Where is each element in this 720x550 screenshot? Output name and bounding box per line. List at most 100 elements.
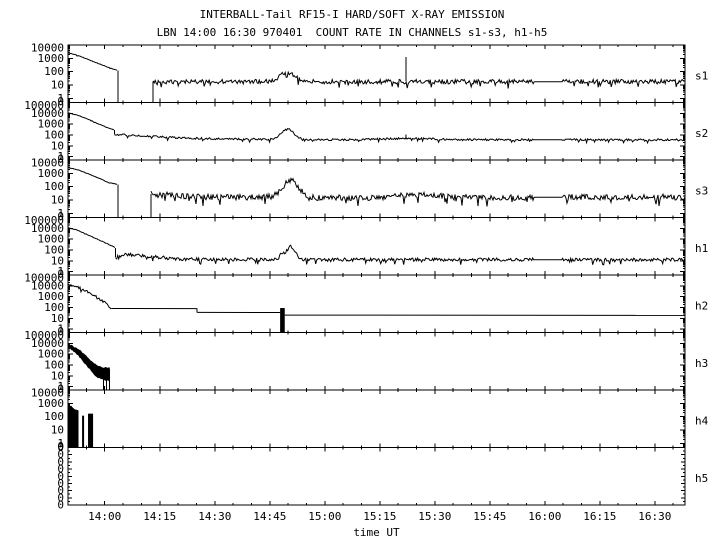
y-tick-label: 1000 [38, 290, 65, 303]
y-tick-label: 100 [44, 65, 64, 78]
data-curve [67, 167, 118, 185]
x-tick-label: 15:45 [473, 510, 506, 523]
y-tick-label: 1 [57, 323, 64, 336]
y-tick-label: 0 [57, 499, 64, 512]
data-curve [67, 112, 115, 131]
y-tick-label: 1 [57, 92, 64, 105]
y-tick-label: 10000 [31, 222, 64, 235]
y-tick-label: 10 [51, 312, 64, 325]
y-tick-label: 100000 [24, 99, 64, 112]
channel-label-h1: h1 [695, 242, 708, 255]
data-curve [150, 177, 686, 207]
y-tick-label: 1000 [38, 52, 65, 65]
x-tick-label: 14:15 [143, 510, 176, 523]
y-tick-label: 0 [57, 477, 64, 490]
y-tick-label: 10 [51, 369, 64, 382]
y-tick-label: 1000 [38, 233, 65, 246]
data-curve [115, 244, 686, 266]
data-band [67, 343, 110, 382]
channel-label-h5: h5 [695, 472, 708, 485]
x-tick-label: 16:30 [638, 510, 671, 523]
y-tick-label: 10 [51, 254, 64, 267]
y-axis-zero-label: 0 [57, 268, 64, 281]
data-curve [68, 52, 118, 71]
channel-label-h4: h4 [695, 414, 709, 427]
y-tick-label: 100000 [24, 214, 64, 227]
panel-border-h3 [67, 332, 686, 391]
y-tick-label: 100 [44, 180, 64, 193]
chart-subtitle: LBN 14:00 16:30 970401 COUNT RATE IN CHA… [156, 26, 548, 39]
x-tick-label: 14:30 [198, 510, 231, 523]
y-tick-label: 1 [57, 437, 64, 450]
y-tick-label: 0 [57, 463, 64, 476]
chart-title: INTERBALL-Tail RF15-I HARD/SOFT X-RAY EM… [199, 8, 505, 21]
y-tick-label: 10000 [31, 107, 64, 120]
x-tick-label: 16:15 [583, 510, 616, 523]
y-tick-label: 10 [51, 424, 64, 437]
x-axis-label: time UT [353, 526, 400, 539]
y-tick-label: 10 [51, 194, 64, 207]
y-tick-label: 100 [44, 359, 64, 372]
panel-border-h5 [67, 447, 686, 506]
channel-label-s2: s2 [695, 127, 708, 140]
data-band [67, 404, 79, 449]
y-tick-label: 10000 [31, 279, 64, 292]
panel-border-h1 [67, 217, 686, 276]
x-tick-label: 15:15 [363, 510, 396, 523]
data-curve [152, 70, 685, 89]
y-axis-zero-label: 0 [57, 210, 64, 223]
y-tick-label: 0 [57, 441, 64, 454]
panel-border-s1 [67, 44, 686, 103]
channel-label-h3: h3 [695, 357, 708, 370]
y-axis-zero-label: 0 [57, 440, 64, 453]
y-tick-label: 10000 [31, 42, 64, 55]
x-tick-label: 15:00 [308, 510, 341, 523]
x-tick-label: 14:00 [88, 510, 121, 523]
panel-border-s2 [67, 102, 686, 161]
y-axis-zero-label: 0 [57, 95, 64, 108]
y-tick-label: 1 [57, 150, 64, 163]
y-tick-label: 10000 [31, 337, 64, 350]
y-axis-zero-label: 0 [57, 153, 64, 166]
channel-label-s1: s1 [695, 69, 708, 82]
y-tick-label: 0 [57, 484, 64, 497]
y-tick-label: 1000 [38, 348, 65, 361]
y-axis-zero-label: 0 [57, 325, 64, 338]
y-tick-label: 0 [57, 455, 64, 468]
data-bar [82, 415, 85, 448]
y-tick-label: 1000 [38, 167, 65, 180]
y-tick-label: 0 [57, 470, 64, 483]
data-curve [114, 127, 685, 145]
panel-border-s3 [67, 159, 686, 218]
y-tick-label: 100 [44, 129, 64, 142]
data-curve [67, 227, 116, 248]
y-tick-label: 1 [57, 380, 64, 393]
y-tick-label: 100 [44, 244, 64, 257]
y-tick-label: 100 [44, 410, 64, 423]
y-tick-label: 100000 [24, 272, 64, 285]
x-tick-label: 14:45 [253, 510, 286, 523]
channel-label-s3: s3 [695, 184, 708, 197]
y-tick-label: 100 [44, 301, 64, 314]
y-tick-label: 0 [57, 491, 64, 504]
x-tick-label: 16:00 [528, 510, 561, 523]
y-tick-label: 10000 [31, 387, 64, 400]
y-tick-label: 10 [51, 139, 64, 152]
y-tick-label: 1 [57, 207, 64, 220]
y-tick-label: 10000 [31, 157, 64, 170]
data-bar [280, 308, 285, 333]
panel-border-h4 [67, 389, 686, 448]
channel-label-h2: h2 [695, 299, 708, 312]
y-tick-label: 0 [57, 448, 64, 461]
data-bar [88, 413, 94, 448]
data-curve [67, 283, 112, 310]
x-tick-label: 15:30 [418, 510, 451, 523]
panel-border-h2 [67, 274, 686, 333]
y-axis-zero-label: 0 [57, 383, 64, 396]
y-tick-label: 100000 [24, 329, 64, 342]
y-tick-label: 1000 [38, 118, 65, 131]
y-tick-label: 1 [57, 265, 64, 278]
y-tick-label: 10 [51, 79, 64, 92]
